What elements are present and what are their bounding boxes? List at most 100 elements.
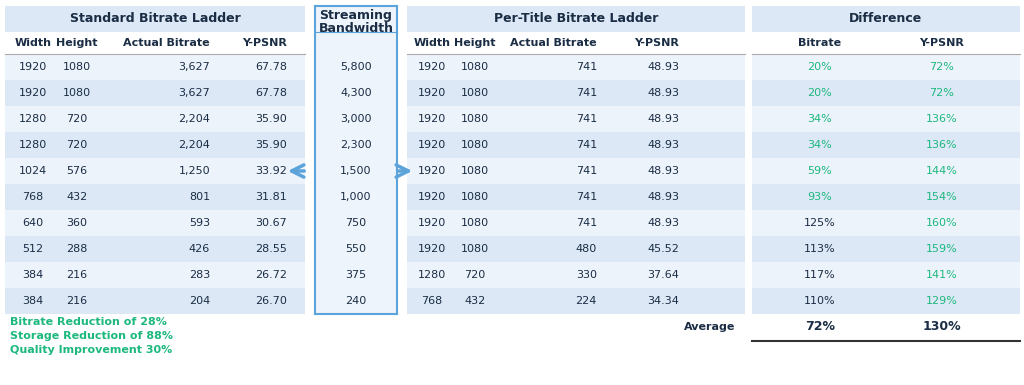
Bar xyxy=(407,210,745,236)
Text: 110%: 110% xyxy=(804,296,836,306)
Text: 48.93: 48.93 xyxy=(647,166,679,176)
Text: 741: 741 xyxy=(575,114,597,124)
Text: Storage Reduction of 88%: Storage Reduction of 88% xyxy=(10,331,173,341)
Text: 33.92: 33.92 xyxy=(255,166,287,176)
Text: 2,204: 2,204 xyxy=(178,140,210,150)
Text: Width: Width xyxy=(14,38,51,48)
Bar xyxy=(5,158,305,184)
Bar xyxy=(407,54,745,80)
Text: Height: Height xyxy=(56,38,97,48)
Bar xyxy=(752,210,1020,236)
Text: 93%: 93% xyxy=(808,192,833,202)
Bar xyxy=(407,158,745,184)
Text: 741: 741 xyxy=(575,140,597,150)
Text: 45.52: 45.52 xyxy=(647,244,679,254)
Text: 480: 480 xyxy=(575,244,597,254)
Text: 576: 576 xyxy=(67,166,88,176)
Bar xyxy=(407,236,745,262)
Text: 1,500: 1,500 xyxy=(340,166,372,176)
Text: 1920: 1920 xyxy=(418,192,446,202)
Text: 48.93: 48.93 xyxy=(647,88,679,98)
Text: 4,300: 4,300 xyxy=(340,88,372,98)
Text: 741: 741 xyxy=(575,192,597,202)
Text: 640: 640 xyxy=(23,218,44,228)
Text: 1080: 1080 xyxy=(461,192,489,202)
Text: 1920: 1920 xyxy=(18,88,47,98)
Text: 26.72: 26.72 xyxy=(255,270,287,280)
Text: 26.70: 26.70 xyxy=(255,296,287,306)
Text: 1080: 1080 xyxy=(461,62,489,72)
Bar xyxy=(752,236,1020,262)
Text: 432: 432 xyxy=(67,192,88,202)
Text: 720: 720 xyxy=(67,140,88,150)
Text: Average: Average xyxy=(684,322,735,332)
Bar xyxy=(752,132,1020,158)
Text: 160%: 160% xyxy=(926,218,957,228)
Text: 20%: 20% xyxy=(808,88,833,98)
Text: 141%: 141% xyxy=(926,270,957,280)
Text: 35.90: 35.90 xyxy=(255,140,287,150)
Text: 129%: 129% xyxy=(926,296,957,306)
Text: 512: 512 xyxy=(23,244,44,254)
Text: 216: 216 xyxy=(67,270,88,280)
Text: Height: Height xyxy=(455,38,496,48)
Text: 35.90: 35.90 xyxy=(255,114,287,124)
Text: Bitrate Reduction of 28%: Bitrate Reduction of 28% xyxy=(10,317,167,327)
Text: 3,627: 3,627 xyxy=(178,62,210,72)
Text: 130%: 130% xyxy=(923,320,962,333)
Bar xyxy=(5,184,305,210)
Text: 48.93: 48.93 xyxy=(647,62,679,72)
Text: 117%: 117% xyxy=(804,270,836,280)
Bar xyxy=(407,106,745,132)
Text: 768: 768 xyxy=(23,192,44,202)
Text: 432: 432 xyxy=(464,296,485,306)
Text: 48.93: 48.93 xyxy=(647,192,679,202)
Text: Bitrate: Bitrate xyxy=(799,38,842,48)
Text: Y-PSNR: Y-PSNR xyxy=(634,38,679,48)
Text: 741: 741 xyxy=(575,88,597,98)
Text: 72%: 72% xyxy=(805,320,835,333)
Text: 34%: 34% xyxy=(808,114,833,124)
Text: 384: 384 xyxy=(23,270,44,280)
Text: 426: 426 xyxy=(188,244,210,254)
Text: 1,000: 1,000 xyxy=(340,192,372,202)
Text: 48.93: 48.93 xyxy=(647,140,679,150)
Text: Quality Improvement 30%: Quality Improvement 30% xyxy=(10,345,172,355)
Text: 67.78: 67.78 xyxy=(255,62,287,72)
Text: 2,204: 2,204 xyxy=(178,114,210,124)
Text: 550: 550 xyxy=(345,244,367,254)
Bar xyxy=(407,132,745,158)
Text: 1080: 1080 xyxy=(62,88,91,98)
Text: Standard Bitrate Ladder: Standard Bitrate Ladder xyxy=(70,12,241,25)
Text: 240: 240 xyxy=(345,296,367,306)
Text: 1,250: 1,250 xyxy=(178,166,210,176)
Text: Bandwidth: Bandwidth xyxy=(318,22,393,35)
Bar xyxy=(752,314,1020,340)
Text: 159%: 159% xyxy=(926,244,957,254)
Text: 741: 741 xyxy=(575,62,597,72)
Bar xyxy=(752,32,1020,54)
Text: 72%: 72% xyxy=(930,88,954,98)
Text: 801: 801 xyxy=(188,192,210,202)
Bar xyxy=(5,132,305,158)
Text: 1920: 1920 xyxy=(418,62,446,72)
Text: 34.34: 34.34 xyxy=(647,296,679,306)
Bar xyxy=(5,6,305,32)
Text: Per-Title Bitrate Ladder: Per-Title Bitrate Ladder xyxy=(494,12,658,25)
Text: 1280: 1280 xyxy=(18,140,47,150)
Text: 28.55: 28.55 xyxy=(255,244,287,254)
Text: 37.64: 37.64 xyxy=(647,270,679,280)
Text: 31.81: 31.81 xyxy=(255,192,287,202)
Text: 144%: 144% xyxy=(926,166,957,176)
Text: 1920: 1920 xyxy=(418,140,446,150)
Text: 768: 768 xyxy=(421,296,442,306)
Bar xyxy=(407,32,745,54)
Bar xyxy=(752,262,1020,288)
Text: 136%: 136% xyxy=(926,114,957,124)
Text: 204: 204 xyxy=(188,296,210,306)
Text: 750: 750 xyxy=(345,218,367,228)
Text: 216: 216 xyxy=(67,296,88,306)
Text: 1920: 1920 xyxy=(418,114,446,124)
Text: 59%: 59% xyxy=(808,166,833,176)
Bar xyxy=(5,80,305,106)
